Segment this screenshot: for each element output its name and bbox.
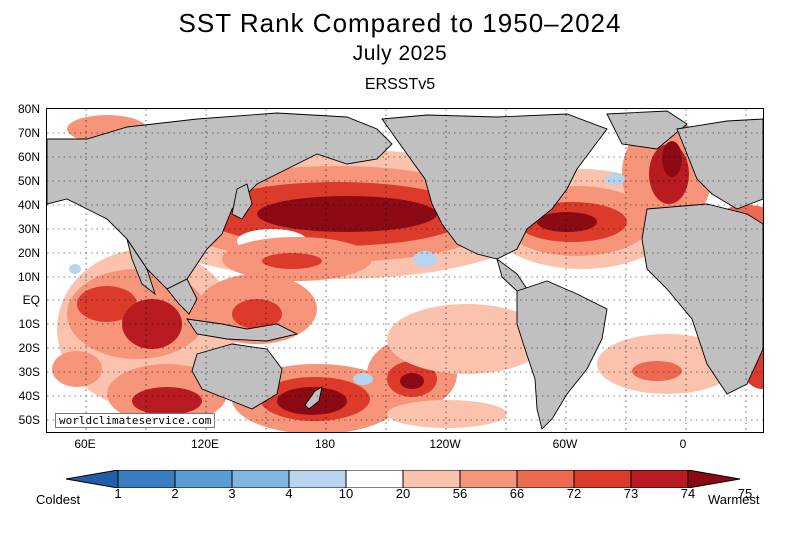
colorbar-tick-label: 3 <box>228 486 236 501</box>
lat-label: 50S <box>18 413 40 427</box>
source-credit: worldclimateservice.com <box>55 413 216 428</box>
colorbar-tick-label: 72 <box>566 486 582 501</box>
colorbar-tick-label: 75 <box>737 486 753 501</box>
colorbar-tick-label: 2 <box>171 486 179 501</box>
lat-label: EQ <box>22 293 40 307</box>
lat-label: 70N <box>17 126 40 140</box>
colorbar-tick-label: 20 <box>395 486 411 501</box>
sst-rank-map: worldclimateservice.com <box>46 108 764 433</box>
map-canvas <box>47 109 763 432</box>
lat-label: 40S <box>18 389 40 403</box>
colorbar-tick-label: 4 <box>285 486 293 501</box>
lat-label: 10S <box>18 317 40 331</box>
lat-label: 20S <box>18 341 40 355</box>
lon-label: 60W <box>552 437 578 451</box>
lat-label: 80N <box>17 102 40 116</box>
sst-cool-spots <box>69 173 625 385</box>
legend-coldest-label: Coldest <box>36 492 81 507</box>
chart-title: SST Rank Compared to 1950–2024 <box>178 8 622 38</box>
land-masses <box>47 110 763 430</box>
colorbar-tick-label: 74 <box>680 486 696 501</box>
colorbar <box>66 470 740 488</box>
lat-label: 10N <box>17 270 40 284</box>
dataset-label: ERSSTv5 <box>364 76 436 93</box>
lon-label: 60E <box>74 437 96 451</box>
lat-label: 30S <box>18 365 40 379</box>
lon-label: 120W <box>429 437 461 451</box>
colorbar-tick-label: 10 <box>338 486 354 501</box>
lat-label: 20N <box>17 246 40 260</box>
chart-subtitle: July 2025 <box>352 42 448 65</box>
colorbar-cap-high <box>687 470 740 488</box>
lat-label: 50N <box>17 174 40 188</box>
colorbar-tick-label: 66 <box>509 486 525 501</box>
lon-label: 120E <box>190 437 220 451</box>
lat-label: 30N <box>17 222 40 236</box>
legend-warmest-label: Warmest <box>708 492 760 507</box>
lon-label: 180 <box>314 437 336 451</box>
lat-label: 40N <box>17 198 40 212</box>
lat-label: 60N <box>17 150 40 164</box>
graticule <box>47 109 763 432</box>
lon-label: 0 <box>679 437 687 451</box>
colorbar-tick-label: 1 <box>114 486 122 501</box>
colorbar-tick-label: 56 <box>452 486 468 501</box>
colorbar-tick-label: 73 <box>623 486 639 501</box>
